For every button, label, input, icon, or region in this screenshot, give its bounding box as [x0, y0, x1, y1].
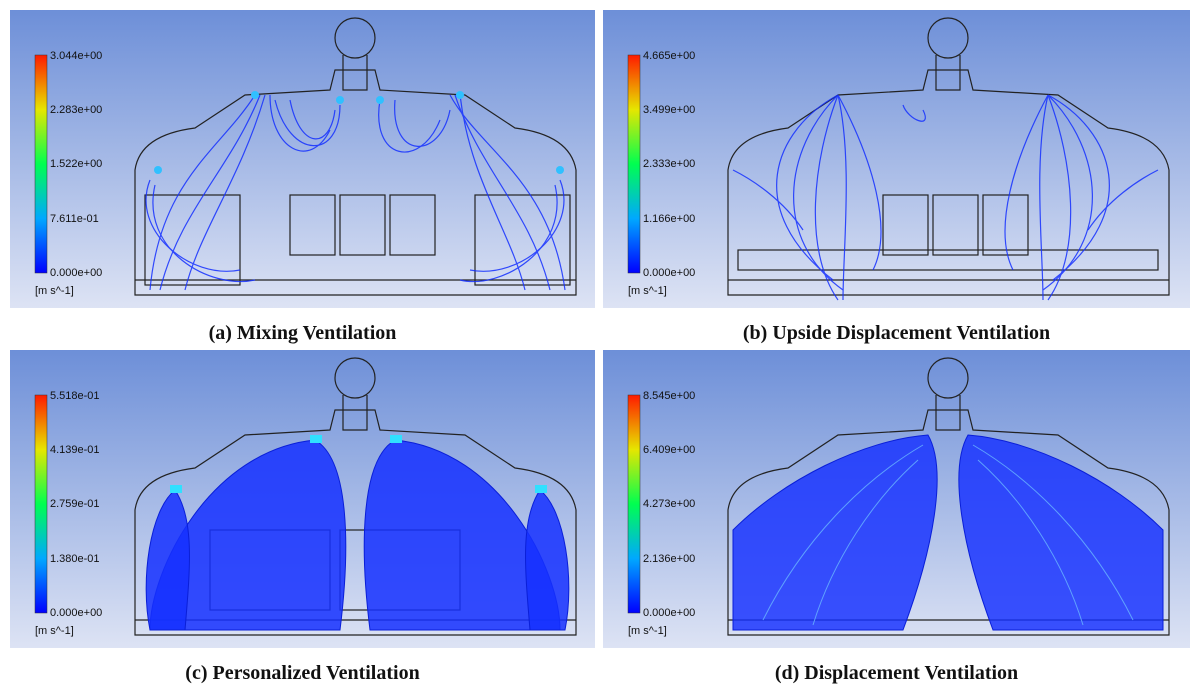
caption-b: (b) Upside Displacement Ventilation	[742, 322, 1051, 344]
legend-unit: [m s^-1]	[35, 625, 74, 637]
legend-tick-4: 7.611e-01	[50, 213, 99, 225]
legend-unit: [m s^-1]	[35, 285, 74, 297]
legend-unit: [m s^-1]	[628, 285, 667, 297]
legend-unit: [m s^-1]	[628, 625, 667, 637]
color-bar	[34, 394, 48, 614]
legend-tick-3: 1.522e+00	[50, 158, 103, 170]
legend-tick-1: 3.044e+00	[50, 50, 103, 62]
panel-displacement-ventilation: 8.545e+00 6.409e+00 4.273e+00 2.136e+00 …	[603, 350, 1190, 648]
legend-tick-2: 2.283e+00	[50, 104, 103, 116]
legend-tick-2: 6.409e+00	[643, 444, 696, 456]
legend-tick-4: 1.166e+00	[643, 213, 696, 225]
caption-d: (d) Displacement Ventilation	[774, 662, 1019, 684]
legend-tick-4: 2.136e+00	[643, 553, 696, 565]
cfd-streamline-plot-b	[603, 10, 1190, 308]
streamlines	[145, 439, 570, 631]
color-bar	[627, 54, 641, 274]
panel-mixing-ventilation: 3.044e+00 2.283e+00 1.522e+00 7.611e-01 …	[10, 10, 595, 308]
plot-background	[603, 10, 1190, 308]
plot-background	[10, 10, 595, 308]
streamlines	[732, 434, 1164, 631]
panel-personalized-ventilation: 5.518e-01 4.139e-01 2.759e-01 1.380e-01 …	[10, 350, 595, 648]
legend-tick-3: 4.273e+00	[643, 498, 696, 510]
color-bar	[34, 54, 48, 274]
aircraft-cabin-outline	[134, 17, 577, 296]
cfd-streamline-plot-c	[10, 350, 595, 648]
legend-tick-3: 2.333e+00	[643, 158, 696, 170]
caption-a: (a) Mixing Ventilation	[208, 322, 397, 344]
streamlines	[145, 94, 566, 291]
legend-tick-2: 3.499e+00	[643, 104, 696, 116]
streamline-highlights	[762, 444, 1134, 626]
cfd-streamline-plot-d	[603, 350, 1190, 648]
legend-tick-4: 1.380e-01	[50, 553, 100, 565]
legend-tick-5: 0.000e+00	[50, 267, 103, 279]
inlet-highlights	[170, 435, 547, 493]
legend-tick-1: 4.665e+00	[643, 50, 696, 62]
legend-tick-1: 8.545e+00	[643, 390, 696, 402]
legend-tick-2: 4.139e-01	[50, 444, 100, 456]
legend-tick-5: 0.000e+00	[50, 607, 103, 619]
legend-tick-5: 0.000e+00	[643, 607, 696, 619]
streamlines	[732, 94, 1159, 301]
panel-upside-displacement-ventilation: 4.665e+00 3.499e+00 2.333e+00 1.166e+00 …	[603, 10, 1190, 308]
inlet-highlights	[154, 91, 564, 174]
cfd-streamline-plot-a	[10, 10, 595, 308]
legend-tick-5: 0.000e+00	[643, 267, 696, 279]
aircraft-cabin-outline	[727, 17, 1170, 296]
color-bar	[627, 394, 641, 614]
legend-tick-3: 2.759e-01	[50, 498, 100, 510]
legend-tick-1: 5.518e-01	[50, 390, 100, 402]
caption-c: (c) Personalized Ventilation	[185, 662, 420, 684]
